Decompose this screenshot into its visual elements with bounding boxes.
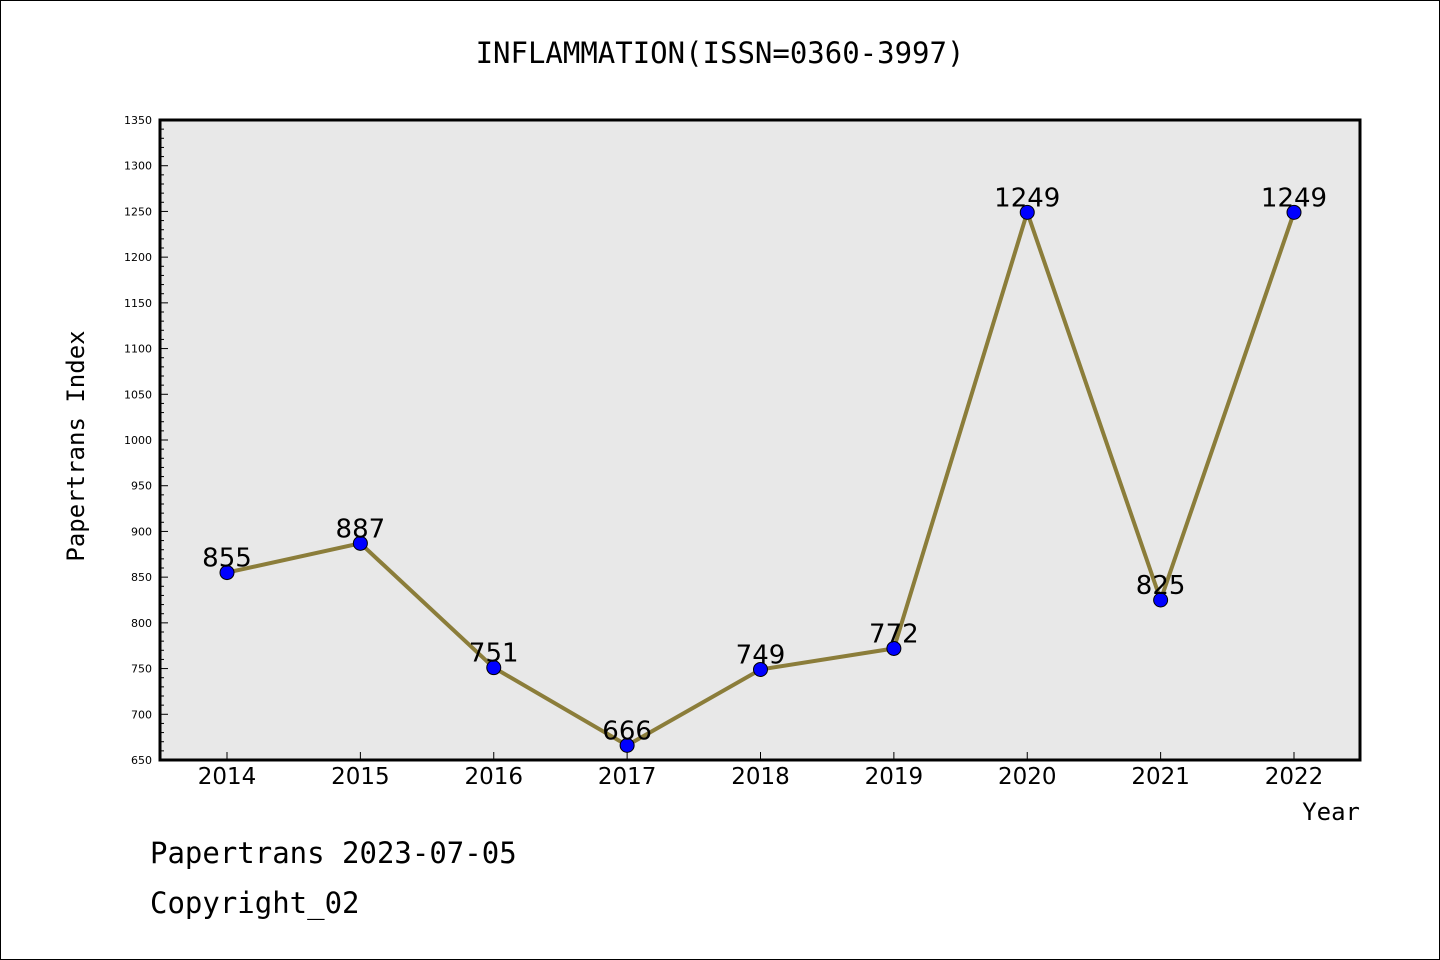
- x-tick-label: 2019: [865, 764, 924, 790]
- data-label: 751: [469, 639, 519, 669]
- data-point: [219, 565, 235, 581]
- data-label: 855: [202, 544, 252, 574]
- x-axis-ticks: 2014 2015 2016 2017 2018 2019 2020 2021 2022: [198, 752, 1324, 790]
- plot-border: [158, 118, 1362, 762]
- data-label: 666: [602, 716, 652, 746]
- plot-area: [160, 120, 1360, 760]
- y-tick-label: 1150: [124, 297, 152, 310]
- x-tick-label: 2015: [331, 764, 390, 790]
- y-tick-label: 800: [131, 617, 152, 630]
- y-axis-title: Papertrans Index: [62, 330, 90, 561]
- x-tick-label: 2022: [1265, 764, 1324, 790]
- data-point: [1286, 204, 1302, 220]
- y-tick-label: 850: [131, 571, 152, 584]
- x-tick-label: 2020: [998, 764, 1057, 790]
- y-tick-label: 1000: [124, 434, 152, 447]
- data-label: 749: [736, 640, 786, 670]
- x-tick-label: 2016: [464, 764, 523, 790]
- data-point: [352, 535, 368, 551]
- y-tick-label: 700: [131, 708, 152, 721]
- data-point: [1153, 592, 1169, 608]
- chart-title: INFLAMMATION(ISSN=0360-3997): [475, 36, 965, 70]
- data-label: 772: [869, 619, 919, 649]
- data-point: [753, 661, 768, 677]
- data-label: 825: [1136, 571, 1186, 601]
- data-point: [619, 737, 635, 753]
- y-tick-label: 950: [131, 480, 152, 493]
- y-tick-label: 900: [131, 525, 152, 538]
- y-tick-label: 1200: [124, 251, 152, 264]
- footer-date-line: Papertrans 2023-07-05: [150, 836, 517, 870]
- y-tick-label: 1300: [124, 160, 152, 173]
- x-tick-label: 2014: [198, 764, 257, 790]
- data-point: [1019, 204, 1035, 220]
- y-tick-label: 1100: [124, 343, 152, 356]
- y-axis-ticks: 650 700 750 800 850 900 950 1000 1050 1100 1150 120…: [124, 114, 168, 767]
- data-label: 887: [336, 514, 386, 544]
- y-tick-label: 650: [131, 754, 152, 767]
- data-label: 1249: [994, 183, 1060, 213]
- x-tick-label: 2018: [731, 764, 790, 790]
- y-tick-label: 1350: [124, 114, 152, 127]
- y-tick-label: 1250: [124, 205, 152, 218]
- data-point: [486, 660, 502, 676]
- y-tick-label: 750: [131, 663, 152, 676]
- data-label: 1249: [1261, 183, 1327, 213]
- x-axis-title: Year: [1302, 798, 1360, 826]
- x-tick-label: 2017: [598, 764, 657, 790]
- x-tick-label: 2021: [1131, 764, 1190, 790]
- data-point: [886, 640, 902, 656]
- y-tick-label: 1050: [124, 388, 152, 401]
- series-layer: 855 887 751 666 749 772 1249 825 1249: [202, 183, 1327, 753]
- footer-copyright: Copyright_02: [150, 886, 360, 920]
